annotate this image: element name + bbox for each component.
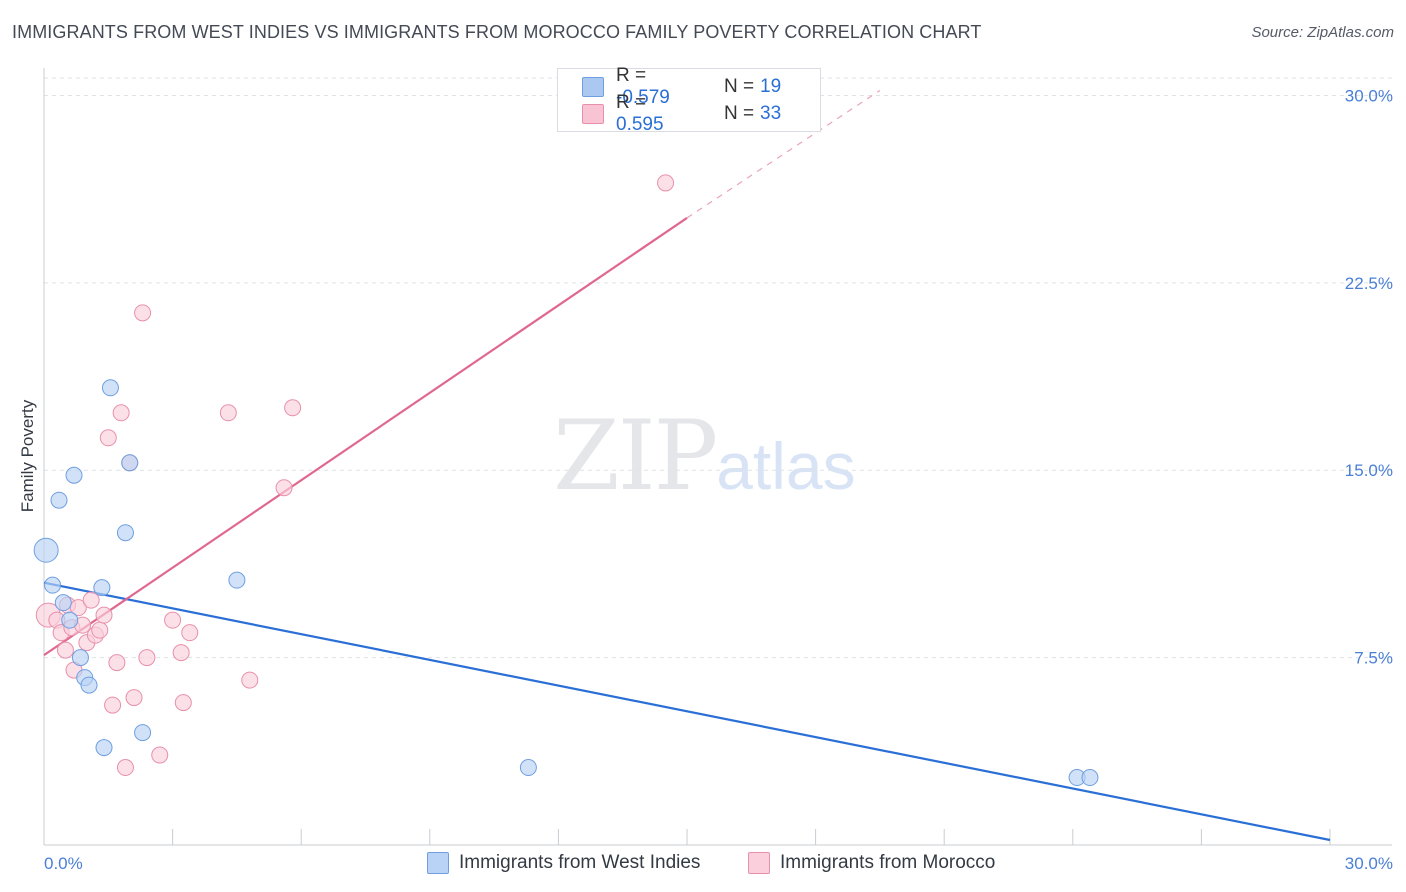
point-morocco — [241, 671, 259, 689]
point-morocco — [99, 429, 117, 447]
point-west-indies — [71, 649, 89, 667]
legend-label-west-indies: Immigrants from West Indies — [459, 852, 701, 873]
legend-r-value: -0.579 — [616, 87, 670, 108]
watermark: ZIPatlas — [553, 400, 856, 512]
legend-n-label: N = — [724, 103, 755, 124]
legend-swatch-west-indies — [582, 77, 604, 97]
point-west-indies — [134, 724, 152, 742]
legend-swatch-morocco — [582, 104, 604, 124]
grid-lines — [44, 77, 1392, 659]
point-morocco — [164, 611, 182, 629]
watermark-atlas: atlas — [716, 429, 856, 503]
point-morocco — [116, 759, 134, 777]
point-morocco — [69, 599, 87, 617]
trend-line-morocco — [43, 216, 688, 657]
chart-title: IMMIGRANTS FROM WEST INDIES VS IMMIGRANT… — [12, 22, 982, 42]
point-west-indies — [101, 379, 119, 397]
point-morocco — [125, 689, 143, 707]
point-morocco — [174, 694, 192, 712]
legend-r-value: 0.595 — [616, 114, 664, 135]
legend-label-morocco: Immigrants from Morocco — [780, 852, 996, 873]
point-morocco — [134, 304, 152, 322]
point-west-indies — [519, 759, 537, 777]
point-west-indies — [116, 524, 134, 542]
point-morocco — [151, 746, 169, 764]
point-west-indies — [80, 676, 98, 694]
legend-r-label: R = 0.595 — [616, 92, 664, 135]
point-west-indies — [121, 454, 139, 472]
point-morocco — [138, 649, 156, 667]
point-west-indies — [61, 611, 79, 629]
legend-swatch-west-indies — [427, 852, 449, 874]
legend-item-west-indies: Immigrants from West Indies — [427, 852, 700, 874]
legend-r-label: R = -0.579 — [616, 65, 670, 108]
legend-n-value: 19 — [760, 76, 782, 97]
point-morocco — [104, 696, 122, 714]
point-morocco — [82, 591, 100, 609]
y-tick-label: 22.5% — [1345, 274, 1393, 293]
point-morocco — [275, 479, 293, 497]
point-morocco — [112, 404, 130, 422]
point-west-indies — [44, 576, 62, 594]
point-morocco — [172, 644, 190, 662]
legend-swatch-morocco — [748, 852, 770, 874]
point-morocco — [91, 621, 109, 639]
point-morocco — [56, 641, 74, 659]
y-tick-label: 15.0% — [1345, 461, 1393, 480]
point-west-indies — [93, 579, 111, 597]
trend-line-west-indies — [43, 581, 1331, 842]
point-morocco — [657, 174, 675, 192]
series-legend: Immigrants from West Indies Immigrants f… — [0, 852, 1406, 878]
tick-labels: 7.5% 15.0% 22.5% 30.0% 0.0% 30.0% — [44, 86, 1393, 873]
point-morocco — [95, 606, 113, 624]
correlation-legend: R = -0.579 N = 19 R = 0.595 N = 33 — [557, 65, 821, 135]
point-west-indies — [33, 537, 59, 563]
axes — [43, 68, 1392, 846]
point-morocco — [219, 404, 237, 422]
point-west-indies — [65, 466, 83, 484]
legend-n-label: N = — [724, 76, 755, 97]
legend-row-morocco: R = 0.595 N = 33 — [582, 92, 782, 135]
y-tick-label: 7.5% — [1354, 649, 1393, 668]
x-tick-label: 30.0% — [1345, 854, 1393, 873]
data-points — [33, 174, 1099, 787]
point-morocco — [284, 399, 302, 417]
legend-item-morocco: Immigrants from Morocco — [748, 852, 995, 874]
point-west-indies — [95, 739, 113, 757]
trend-lines — [43, 89, 1331, 842]
point-west-indies — [54, 594, 72, 612]
point-west-indies — [1081, 769, 1099, 787]
point-west-indies — [50, 491, 68, 509]
point-west-indies — [228, 571, 246, 589]
source-label: Source: ZipAtlas.com — [1251, 24, 1394, 41]
watermark-zip: ZIP — [553, 400, 718, 512]
point-morocco — [108, 654, 126, 672]
y-tick-label: 30.0% — [1345, 86, 1393, 105]
legend-row-west-indies: R = -0.579 N = 19 — [582, 65, 782, 108]
point-morocco — [181, 624, 199, 642]
legend-n-value: 33 — [760, 103, 782, 124]
trend-line-morocco-extension — [686, 89, 881, 219]
x-tick-label: 0.0% — [44, 854, 83, 873]
